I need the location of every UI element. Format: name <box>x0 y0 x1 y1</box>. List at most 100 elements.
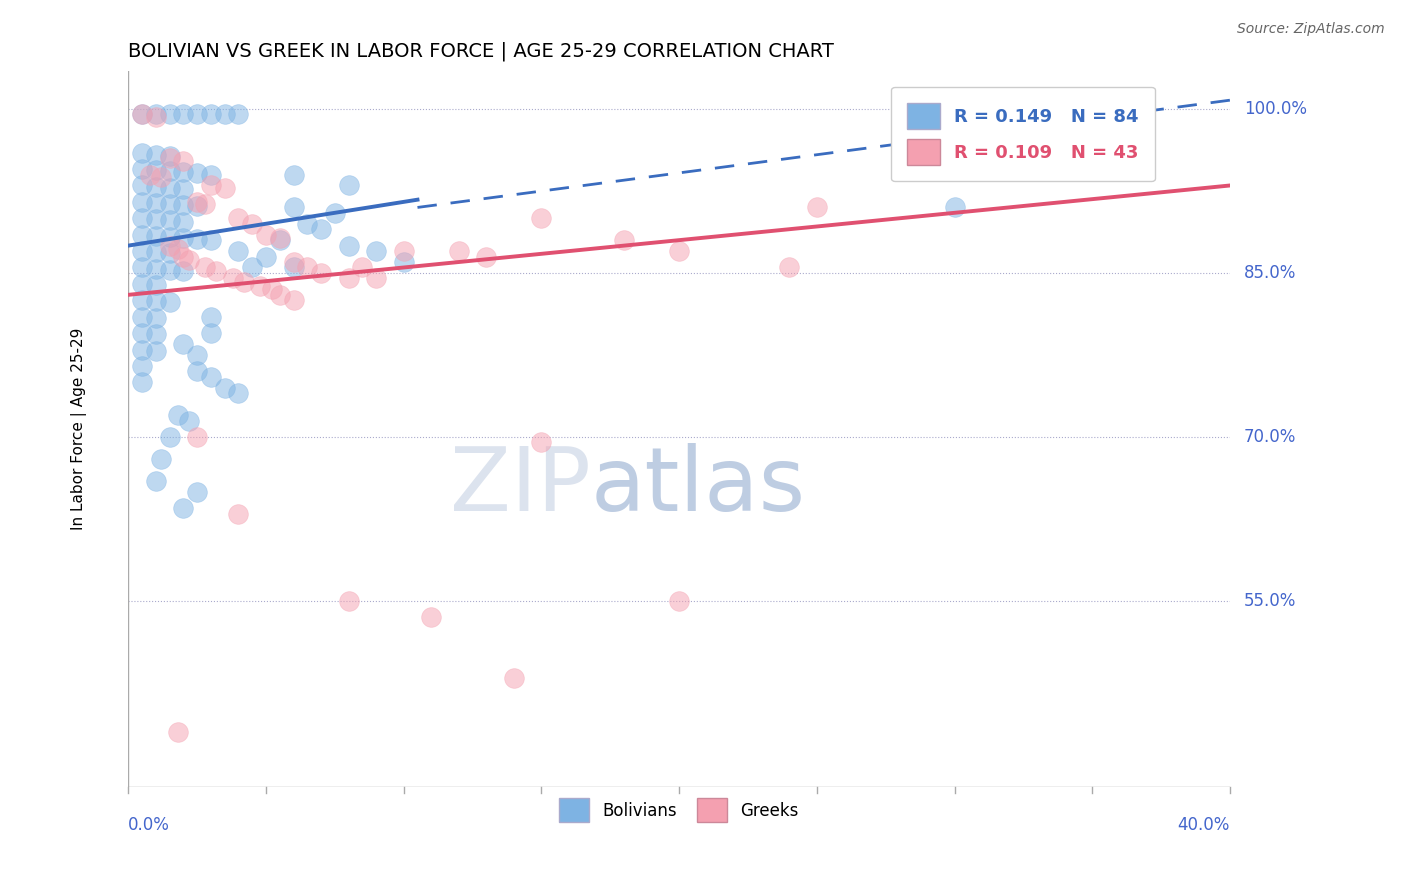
Point <box>200 326 222 340</box>
Point <box>200 107 222 121</box>
Point <box>447 244 470 258</box>
Point <box>131 376 153 390</box>
Point <box>145 343 167 358</box>
Point <box>502 671 524 685</box>
Point <box>145 261 167 276</box>
Point <box>131 343 153 357</box>
Point <box>186 199 208 213</box>
Point <box>200 310 222 324</box>
Text: 0.0%: 0.0% <box>128 815 170 834</box>
Point <box>228 211 250 226</box>
Point <box>420 610 443 624</box>
Point <box>150 451 173 466</box>
Point <box>172 337 194 351</box>
Text: 55.0%: 55.0% <box>1244 592 1296 610</box>
Point <box>166 725 188 739</box>
Point <box>145 327 167 342</box>
Point <box>131 244 153 258</box>
Point <box>131 326 153 340</box>
Point <box>352 260 374 275</box>
Point <box>530 211 553 226</box>
Point <box>283 168 305 182</box>
Point <box>214 107 236 121</box>
Point <box>159 107 181 121</box>
Point <box>200 233 222 247</box>
Point <box>131 178 153 193</box>
Point <box>214 381 236 395</box>
Text: In Labor Force | Age 25-29: In Labor Force | Age 25-29 <box>70 327 87 530</box>
Point <box>240 260 263 275</box>
Text: atlas: atlas <box>591 442 806 530</box>
Point <box>806 200 828 214</box>
Point <box>131 359 153 373</box>
Point <box>186 166 208 180</box>
Point <box>269 231 291 245</box>
Point <box>159 295 181 310</box>
Point <box>166 242 188 256</box>
Point <box>337 178 360 193</box>
Point <box>283 260 305 275</box>
Point <box>145 277 167 292</box>
Point <box>172 198 194 212</box>
Point <box>228 386 250 401</box>
Point <box>172 154 194 169</box>
Text: ZIP: ZIP <box>450 442 591 530</box>
Point <box>145 148 167 162</box>
Point <box>186 364 208 378</box>
Point <box>194 260 217 275</box>
Point <box>778 260 800 275</box>
Text: 100.0%: 100.0% <box>1244 100 1306 118</box>
Point <box>131 277 153 291</box>
Point <box>150 169 173 184</box>
Point <box>131 194 153 209</box>
Text: BOLIVIAN VS GREEK IN LABOR FORCE | AGE 25-29 CORRELATION CHART: BOLIVIAN VS GREEK IN LABOR FORCE | AGE 2… <box>128 42 834 62</box>
Point <box>172 165 194 179</box>
Point <box>172 182 194 196</box>
Point <box>668 244 690 258</box>
Point <box>145 474 167 488</box>
Point <box>159 213 181 227</box>
Point <box>943 200 966 214</box>
Point <box>186 484 208 499</box>
Point <box>200 168 222 182</box>
Point <box>269 288 291 302</box>
Point <box>613 233 636 247</box>
Point <box>337 594 360 608</box>
Point <box>145 110 167 124</box>
Point <box>186 430 208 444</box>
Point <box>337 271 360 285</box>
Point <box>159 149 181 163</box>
Point <box>228 507 250 521</box>
Point <box>668 594 690 608</box>
Point <box>159 180 181 194</box>
Text: 85.0%: 85.0% <box>1244 264 1296 282</box>
Point <box>283 255 305 269</box>
Point <box>392 255 415 269</box>
Text: 40.0%: 40.0% <box>1178 815 1230 834</box>
Point <box>131 107 153 121</box>
Point <box>177 414 200 428</box>
Point <box>254 227 277 242</box>
Point <box>297 260 319 275</box>
Point <box>392 244 415 258</box>
Point <box>475 250 498 264</box>
Point <box>205 264 228 278</box>
Point <box>323 206 346 220</box>
Point <box>145 107 167 121</box>
Point <box>131 260 153 275</box>
Point <box>159 164 181 178</box>
Point <box>228 107 250 121</box>
Point <box>131 145 153 160</box>
Point <box>159 230 181 244</box>
Point <box>131 162 153 177</box>
Point <box>131 211 153 226</box>
Point <box>145 196 167 211</box>
Point <box>159 246 181 260</box>
Point <box>260 282 283 296</box>
Point <box>159 430 181 444</box>
Point <box>254 250 277 264</box>
Point <box>172 231 194 245</box>
Point <box>159 238 181 252</box>
Point <box>172 250 194 264</box>
Point <box>200 178 222 193</box>
